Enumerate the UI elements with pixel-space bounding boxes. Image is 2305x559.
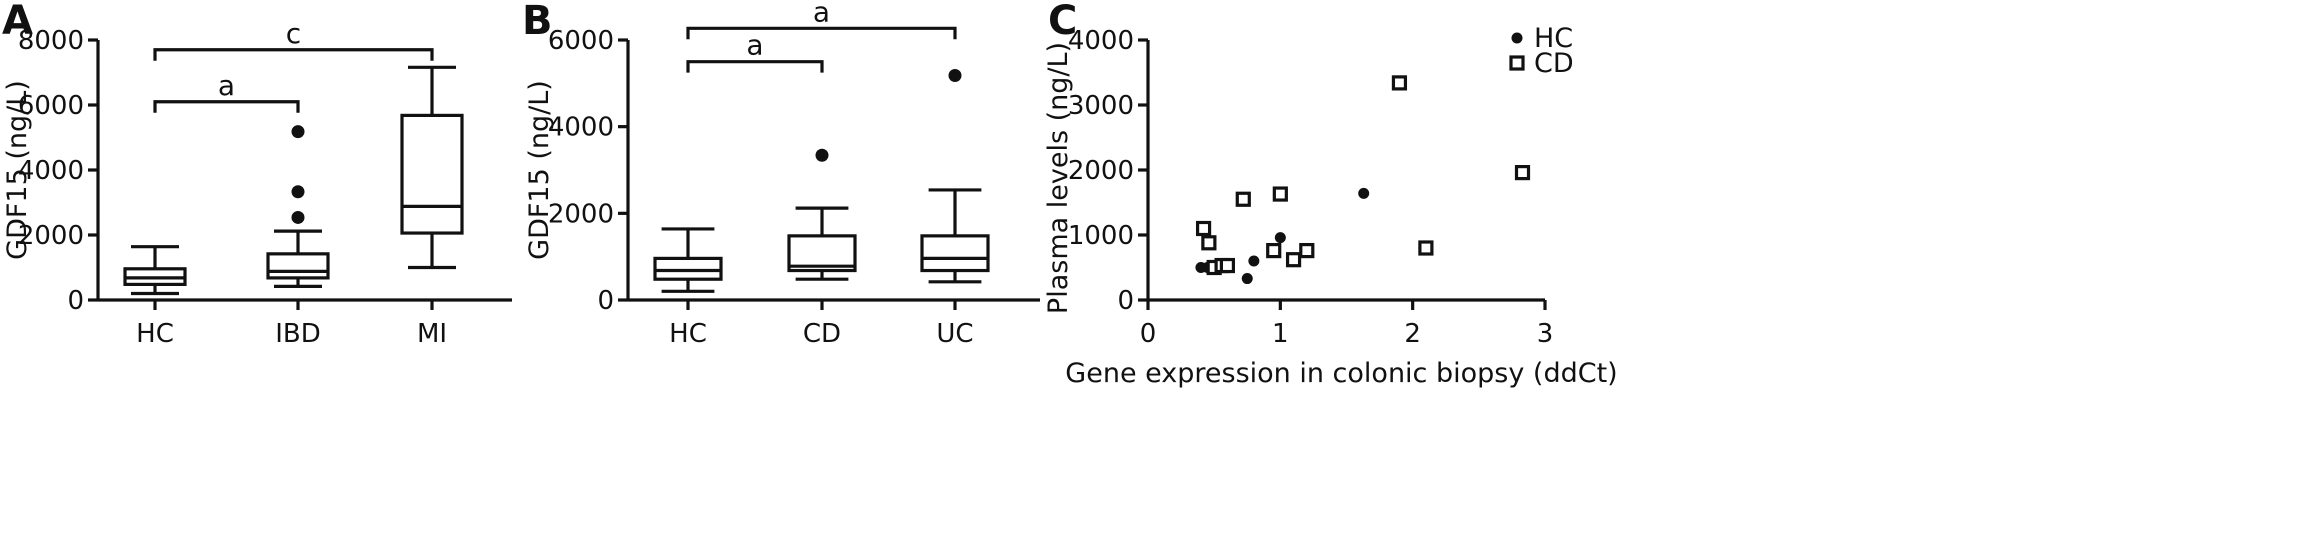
cd-data-point <box>1235 191 1251 207</box>
bracket-label: a <box>218 69 235 102</box>
y-tick-label: 4000 <box>18 156 84 186</box>
y-axis-title: GDF15 (ng/L) <box>524 80 555 260</box>
y-tick-label: 0 <box>597 286 614 316</box>
box-ibd <box>266 125 330 288</box>
x-tick-label: IBD <box>275 319 321 349</box>
cd-data-point <box>1285 252 1302 268</box>
cd-data-point <box>1272 186 1288 202</box>
y-tick-label: 2000 <box>18 221 84 251</box>
x-tick-label: 1 <box>1272 319 1289 349</box>
legend-cd-label: CD <box>1534 48 1574 79</box>
series-cd <box>1195 75 1531 276</box>
outlier-point <box>291 210 305 224</box>
y-tick-label: 2000 <box>548 199 614 229</box>
y-tick-label: 4000 <box>1068 26 1134 56</box>
hc-data-point <box>1241 273 1253 285</box>
box-mi <box>400 65 464 270</box>
x-tick-label: 2 <box>1404 319 1421 349</box>
significance-bracket: a <box>686 29 824 73</box>
cd-data-point <box>1299 243 1315 259</box>
panel-letter: B <box>522 0 553 44</box>
bracket-label: a <box>813 0 830 28</box>
outlier-point <box>291 125 305 139</box>
box-cd <box>787 148 857 281</box>
bracket-line <box>153 48 434 61</box>
box-hc <box>653 227 723 293</box>
cd-data-point <box>1201 235 1217 251</box>
bracket-line <box>686 26 957 40</box>
x-tick-label: 3 <box>1537 319 1554 349</box>
interquartile-box <box>920 234 990 273</box>
significance-bracket: a <box>153 69 300 113</box>
series-hc <box>1195 187 1370 285</box>
significance-bracket: a <box>686 0 957 40</box>
y-axis-title: Plasma levels (ng/L) <box>1043 42 1074 314</box>
y-axis-title: GDF15 (ng/L) <box>2 80 33 260</box>
x-tick-label: HC <box>136 319 174 349</box>
x-tick-label: 0 <box>1140 319 1157 349</box>
legend-cd-marker <box>1509 55 1525 71</box>
y-tick-label: 6000 <box>18 91 84 121</box>
box-hc <box>123 245 187 296</box>
panel-letter: A <box>2 0 33 44</box>
x-tick-label: UC <box>936 319 973 349</box>
outlier-point <box>948 69 962 83</box>
bracket-line <box>686 60 824 73</box>
bracket-label: c <box>286 17 301 50</box>
cd-data-point <box>1219 257 1236 274</box>
cd-data-point <box>1195 220 1212 237</box>
interquartile-box <box>400 113 464 235</box>
bracket-label: a <box>746 29 763 62</box>
hc-data-point <box>1274 232 1286 244</box>
y-tick-label: 3000 <box>1068 91 1134 121</box>
x-tick-label: HC <box>669 319 707 349</box>
hc-data-point <box>1358 187 1370 199</box>
box-uc <box>920 69 990 284</box>
panel-a: A 0 2000 4000 6000 8000 GDF15 (ng/L) HC IBD MI a c <box>2 0 512 349</box>
panel-letter: C <box>1048 0 1077 44</box>
y-tick-label: 6000 <box>548 26 614 56</box>
panel-b: B 0 2000 4000 6000 GDF15 (ng/L) HC CD UC a a <box>522 0 1040 349</box>
y-tick-label: 0 <box>1117 286 1134 316</box>
y-tick-label: 0 <box>67 286 84 316</box>
outlier-point <box>815 148 829 162</box>
y-tick-label: 8000 <box>18 26 84 56</box>
x-tick-label: MI <box>417 319 447 349</box>
x-axis-title: Gene expression in colonic biopsy (ddCt) <box>1065 358 1617 389</box>
hc-data-point <box>1248 255 1260 267</box>
bracket-line <box>153 100 300 113</box>
cd-data-point <box>1418 240 1434 256</box>
y-tick-label: 4000 <box>548 113 614 143</box>
cd-data-point <box>1514 165 1531 181</box>
cd-data-point <box>1266 243 1282 259</box>
interquartile-box <box>653 256 723 281</box>
x-tick-label: CD <box>803 319 841 349</box>
y-tick-label: 1000 <box>1068 221 1134 251</box>
y-tick-label: 2000 <box>1068 156 1134 186</box>
outlier-point <box>291 185 305 199</box>
interquartile-box <box>266 252 330 280</box>
significance-bracket: c <box>153 17 434 61</box>
cd-data-point <box>1391 75 1408 91</box>
legend-hc-marker <box>1511 32 1523 44</box>
legend-hc-label: HC <box>1534 23 1573 54</box>
